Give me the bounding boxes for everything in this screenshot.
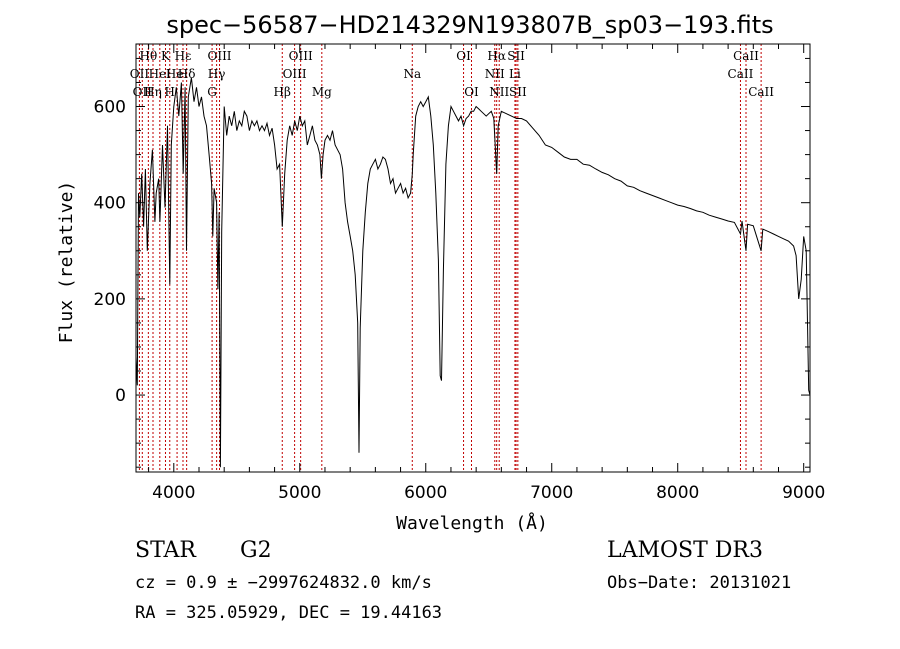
- object-class: STAR: [135, 538, 196, 563]
- x-tick-label: 9000: [782, 483, 825, 503]
- obs-date: Obs−Date: 20131021: [607, 573, 792, 593]
- x-tick-label: 8000: [656, 483, 699, 503]
- line-label-28: CaII: [748, 85, 774, 99]
- y-tick-label: 0: [115, 386, 126, 406]
- coordinates: RA = 325.05929, DEC = 19.44163: [135, 603, 443, 623]
- line-label-13: Hβ: [274, 85, 291, 99]
- y-axis-label: Flux (relative): [56, 181, 77, 344]
- survey-name: LAMOST DR3: [607, 538, 763, 563]
- line-label-1: OII: [133, 85, 153, 99]
- line-label-26: CaII: [728, 67, 754, 81]
- line-label-21: Hα: [487, 49, 506, 63]
- line-label-6: H: [165, 85, 175, 99]
- redshift-readout: cz = 0.9 ± −2997624832.0 km/s: [135, 573, 432, 593]
- x-axis: 4000 5000 6000 7000 8000 9000: [148, 44, 825, 503]
- plot-frame: [135, 43, 811, 473]
- line-label-5: K: [161, 49, 171, 63]
- y-tick-label: 200: [94, 290, 126, 310]
- line-label-14: OIII: [283, 67, 307, 81]
- line-label-8: Hε: [175, 49, 192, 63]
- line-label-22: NII: [489, 85, 509, 99]
- line-label-0: OII: [130, 67, 150, 81]
- line-label-17: Na: [403, 67, 421, 81]
- line-label-2: Hθ: [139, 49, 157, 63]
- x-tick-label: 4000: [152, 483, 195, 503]
- line-label-15: OIII: [289, 49, 313, 63]
- line-label-20: NII: [485, 67, 505, 81]
- line-label-3: Hη: [144, 85, 162, 99]
- chart-title: spec−56587−HD214329N193807B_sp03−193.fit…: [166, 11, 773, 39]
- spectrum-chart: spec−56587−HD214329N193807B_sp03−193.fit…: [56, 11, 825, 534]
- object-subclass: G2: [240, 538, 272, 563]
- x-axis-label: Wavelength (Å): [396, 512, 548, 534]
- line-label-4: HeI: [149, 67, 172, 81]
- line-label-10: G: [207, 85, 217, 99]
- spectral-line-markers: [138, 44, 762, 472]
- x-tick-label: 7000: [530, 483, 573, 503]
- y-tick-label: 400: [94, 194, 126, 214]
- y-tick-label: 600: [94, 98, 126, 118]
- x-tick-label: 5000: [278, 483, 321, 503]
- line-label-16: Mg: [312, 85, 332, 99]
- y-axis: 0 200 400 600: [94, 57, 810, 468]
- line-label-18: OI: [456, 49, 471, 63]
- line-label-9: Hδ: [178, 67, 196, 81]
- line-label-11: Hγ: [208, 67, 226, 81]
- line-label-23: Li: [509, 67, 521, 81]
- spectrum-line: [135, 77, 811, 468]
- line-label-12: OIII: [207, 49, 231, 63]
- line-label-25: SII: [509, 85, 527, 99]
- line-label-24: SII: [507, 49, 525, 63]
- line-label-27: CaII: [733, 49, 759, 63]
- line-label-19: OI: [464, 85, 479, 99]
- line-label-7: HeI: [166, 67, 189, 81]
- spectral-line-labels: OIIOIIHθHηHeIKHHeIHεHδGHγOIIIHβOIIIOIIIM…: [130, 49, 775, 99]
- x-tick-label: 6000: [404, 483, 447, 503]
